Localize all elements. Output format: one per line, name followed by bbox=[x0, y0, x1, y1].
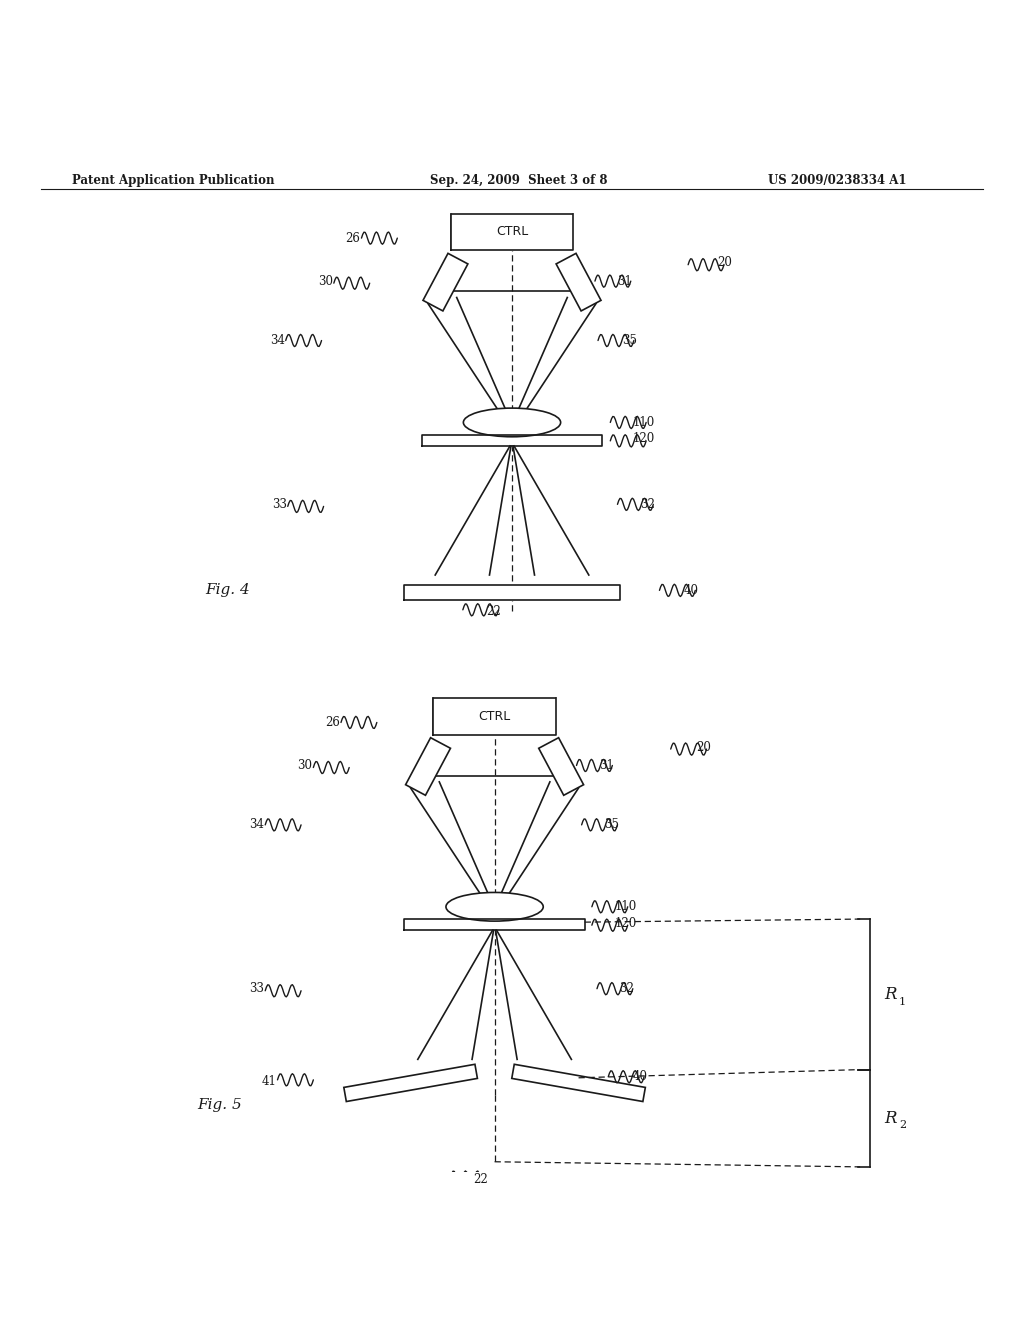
Text: 110: 110 bbox=[633, 416, 655, 429]
Text: 22: 22 bbox=[486, 606, 501, 618]
Text: 2: 2 bbox=[899, 1121, 906, 1130]
Text: 26: 26 bbox=[325, 715, 340, 729]
Text: 32: 32 bbox=[640, 498, 655, 511]
Polygon shape bbox=[433, 698, 556, 735]
Text: 120: 120 bbox=[633, 433, 655, 445]
Text: 35: 35 bbox=[623, 334, 638, 347]
Ellipse shape bbox=[463, 408, 561, 437]
Text: 34: 34 bbox=[249, 818, 264, 832]
Text: Patent Application Publication: Patent Application Publication bbox=[72, 174, 274, 186]
Text: 30: 30 bbox=[317, 275, 333, 288]
Polygon shape bbox=[423, 253, 468, 312]
Polygon shape bbox=[422, 434, 602, 446]
Text: R: R bbox=[885, 986, 897, 1003]
Polygon shape bbox=[539, 738, 584, 795]
Text: 33: 33 bbox=[271, 498, 287, 511]
Text: 26: 26 bbox=[345, 231, 360, 244]
Text: 31: 31 bbox=[599, 759, 614, 772]
Text: US 2009/0238334 A1: US 2009/0238334 A1 bbox=[768, 174, 906, 186]
Text: 22: 22 bbox=[473, 1172, 487, 1185]
Text: 120: 120 bbox=[614, 916, 637, 929]
Polygon shape bbox=[451, 214, 573, 251]
Polygon shape bbox=[556, 253, 601, 312]
Text: 20: 20 bbox=[717, 256, 732, 269]
Text: R: R bbox=[885, 1110, 897, 1127]
Text: Fig. 4: Fig. 4 bbox=[205, 583, 250, 598]
Polygon shape bbox=[512, 1064, 645, 1101]
Text: 40: 40 bbox=[684, 583, 699, 597]
Text: 33: 33 bbox=[249, 982, 264, 995]
Text: 40: 40 bbox=[633, 1071, 648, 1084]
Text: 32: 32 bbox=[620, 982, 635, 995]
Text: 31: 31 bbox=[617, 275, 633, 288]
Text: 110: 110 bbox=[614, 900, 637, 913]
Text: 35: 35 bbox=[604, 818, 620, 832]
Ellipse shape bbox=[446, 892, 543, 921]
Polygon shape bbox=[404, 585, 620, 599]
Text: CTRL: CTRL bbox=[496, 226, 528, 239]
Text: 41: 41 bbox=[261, 1076, 276, 1089]
Polygon shape bbox=[404, 919, 585, 931]
Text: Fig. 5: Fig. 5 bbox=[198, 1098, 243, 1113]
Text: 30: 30 bbox=[297, 759, 312, 772]
Text: 20: 20 bbox=[696, 741, 712, 754]
Text: 34: 34 bbox=[269, 334, 285, 347]
Text: 1: 1 bbox=[899, 997, 906, 1007]
Text: CTRL: CTRL bbox=[478, 710, 511, 723]
Text: Sep. 24, 2009  Sheet 3 of 8: Sep. 24, 2009 Sheet 3 of 8 bbox=[430, 174, 607, 186]
Polygon shape bbox=[344, 1064, 477, 1101]
Polygon shape bbox=[406, 738, 451, 795]
